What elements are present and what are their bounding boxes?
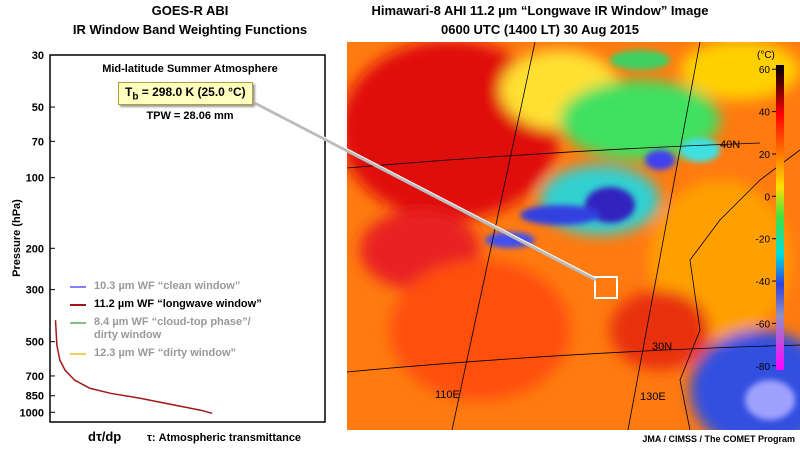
annotation: TPW = 28.06 mm (146, 110, 233, 122)
legend-label: 8.4 µm WF “cloud-top phase”/ dirty windo… (94, 316, 251, 341)
legend-label: 10.3 µm WF “clean window” (94, 280, 241, 292)
y-tick-label: 700 (26, 371, 44, 383)
target-box (594, 276, 618, 299)
colorbar-tick-label: 20 (759, 150, 771, 161)
credit: JMA / CIMSS / The COMET Program (642, 434, 795, 444)
legend-swatch (70, 286, 86, 288)
colorbar-tick-label: 60 (759, 65, 771, 76)
connector (254, 101, 597, 282)
y-tick-label: 850 (26, 391, 44, 403)
tb-value: = 298.0 K (25.0 °C) (138, 85, 246, 99)
y-tick-label: 70 (32, 136, 44, 148)
colorbar-tick-label: -60 (756, 319, 771, 330)
map-label: 40N (720, 139, 740, 151)
y-tick-label: 1000 (20, 407, 44, 419)
x-axis-note: τ: Atmospheric transmittance (147, 432, 301, 444)
legend-swatch (70, 322, 86, 324)
map-label: 110E (435, 389, 460, 401)
image-title: Himawari-8 AHI 11.2 µm “Longwave IR Wind… (371, 3, 708, 18)
annotation: Mid-latitude Summer Atmosphere (102, 63, 278, 75)
colorbar-tick-label: -80 (756, 362, 771, 373)
map-label: 130E (640, 391, 666, 403)
colorbar-tick-label: 40 (759, 108, 771, 119)
legend-item: 12.3 µm WF “dirty window” (70, 347, 262, 360)
image-subtitle: 0600 UTC (1400 LT) 30 Aug 2015 (441, 22, 639, 37)
legend-swatch (70, 353, 86, 355)
x-axis-label: dτ/dp (88, 429, 121, 444)
y-tick-label: 200 (26, 243, 44, 255)
legend: 10.3 µm WF “clean window” 11.2 µm WF “lon… (70, 280, 262, 365)
series-line (54, 320, 213, 415)
legend-item: 8.4 µm WF “cloud-top phase”/ dirty windo… (70, 316, 262, 342)
legend-item: 11.2 µm WF “longwave window” (70, 298, 262, 311)
legend-label: 11.2 µm WF “longwave window” (94, 298, 262, 310)
y-tick-label: 50 (32, 102, 44, 114)
y-tick-label: 300 (26, 285, 44, 297)
y-tick-label: 30 (32, 50, 44, 62)
satellite-image (347, 42, 800, 430)
tb-annotation: Tb = 298.0 K (25.0 °C) (118, 82, 253, 106)
colorbar-label: (°C) (757, 50, 775, 61)
tb-subscript: b (132, 91, 139, 103)
y-axis-label: Pressure (hPa) (11, 199, 23, 277)
colorbar-tick-label: 0 (764, 192, 770, 203)
y-tick-label: 100 (26, 173, 44, 185)
colorbar-tick-label: -40 (756, 277, 771, 288)
plot-frame (49, 54, 326, 423)
colorbar-tick-label: -20 (756, 235, 771, 246)
colorbar (776, 65, 784, 370)
connector (254, 100, 597, 279)
map-label: 30N (652, 341, 672, 353)
tb-symbol: T (125, 85, 133, 99)
legend-label: 12.3 µm WF “dirty window” (94, 347, 237, 359)
title: GOES-R ABI (152, 3, 229, 18)
legend-item: 10.3 µm WF “clean window” (70, 280, 262, 293)
legend-swatch (70, 304, 86, 306)
y-tick-label: 500 (26, 337, 44, 349)
subtitle: IR Window Band Weighting Functions (73, 22, 307, 37)
